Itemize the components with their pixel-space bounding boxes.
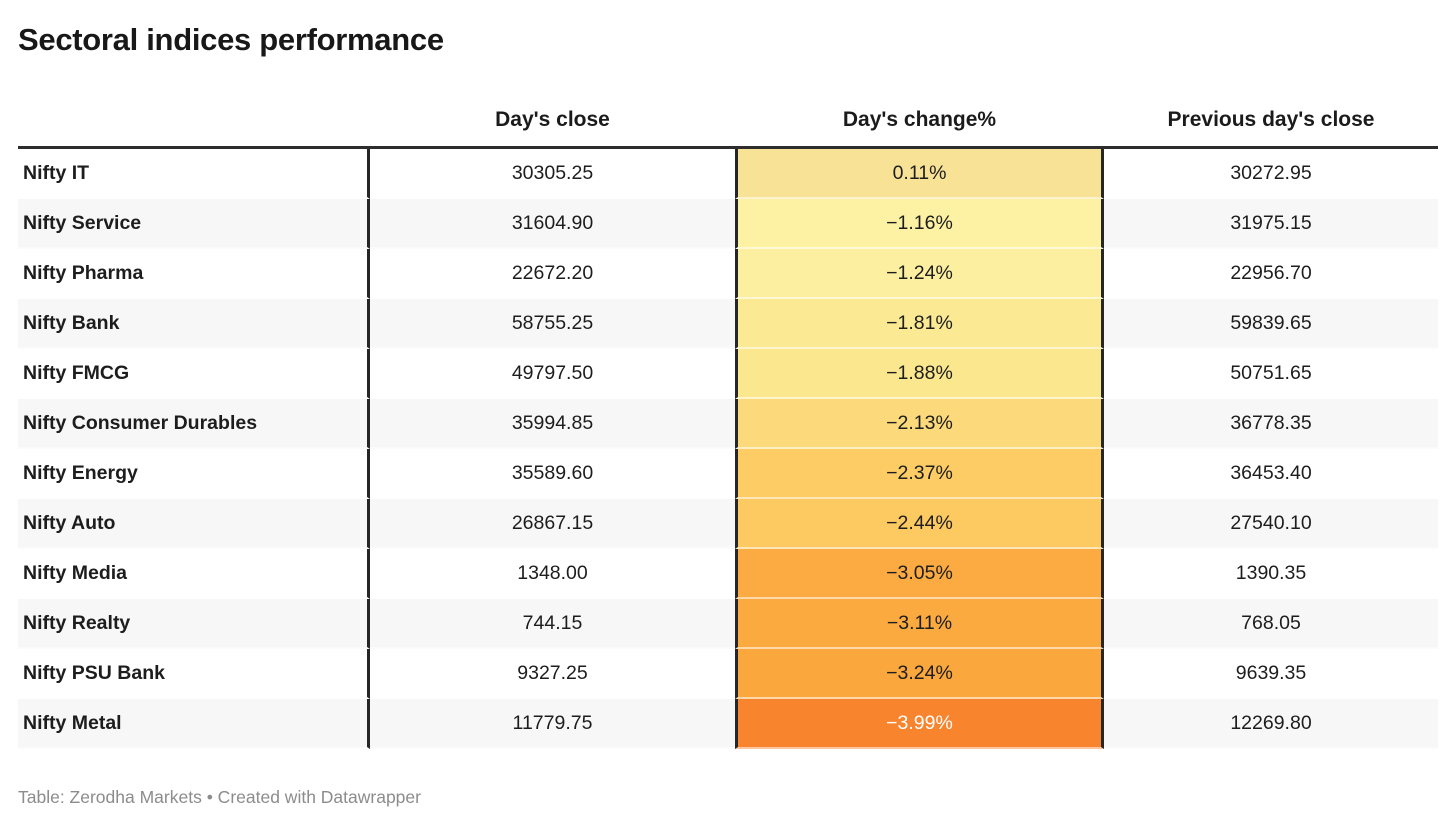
cell-day-change: −2.13% [735,399,1104,449]
column-header-days-change: Day's change% [735,98,1104,149]
table-row: Nifty FMCG 49797.50 −1.88% 50751.65 [18,349,1438,399]
cell-day-close: 49797.50 [370,349,735,399]
row-label: Nifty Metal [18,699,370,749]
cell-prev-close: 1390.35 [1104,549,1438,599]
cell-day-close: 58755.25 [370,299,735,349]
row-label: Nifty FMCG [18,349,370,399]
row-label: Nifty Bank [18,299,370,349]
cell-day-change: −1.88% [735,349,1104,399]
table-row: Nifty Consumer Durables 35994.85 −2.13% … [18,399,1438,449]
cell-day-close: 30305.25 [370,149,735,199]
cell-day-change: −3.11% [735,599,1104,649]
cell-day-change: −2.37% [735,449,1104,499]
cell-day-change: −3.99% [735,699,1104,749]
table-row: Nifty Media 1348.00 −3.05% 1390.35 [18,549,1438,599]
table-row: Nifty Metal 11779.75 −3.99% 12269.80 [18,699,1438,749]
cell-day-change: −1.16% [735,199,1104,249]
cell-day-close: 744.15 [370,599,735,649]
row-label: Nifty IT [18,149,370,199]
table-body: Nifty IT 30305.25 0.11% 30272.95 Nifty S… [18,149,1438,749]
cell-day-close: 35589.60 [370,449,735,499]
table-row: Nifty Realty 744.15 −3.11% 768.05 [18,599,1438,649]
column-header-days-close: Day's close [370,98,735,149]
cell-prev-close: 31975.15 [1104,199,1438,249]
table-row: Nifty PSU Bank 9327.25 −3.24% 9639.35 [18,649,1438,699]
row-label: Nifty Realty [18,599,370,649]
sectoral-indices-table: Day's close Day's change% Previous day's… [18,98,1438,749]
cell-day-close: 35994.85 [370,399,735,449]
row-label: Nifty Auto [18,499,370,549]
row-label: Nifty Media [18,549,370,599]
cell-day-close: 11779.75 [370,699,735,749]
table-row: Nifty Service 31604.90 −1.16% 31975.15 [18,199,1438,249]
cell-day-close: 9327.25 [370,649,735,699]
cell-day-change: −3.24% [735,649,1104,699]
cell-prev-close: 30272.95 [1104,149,1438,199]
row-label: Nifty Energy [18,449,370,499]
cell-day-close: 1348.00 [370,549,735,599]
cell-prev-close: 59839.65 [1104,299,1438,349]
cell-day-change: −1.24% [735,249,1104,299]
cell-day-close: 26867.15 [370,499,735,549]
row-label: Nifty PSU Bank [18,649,370,699]
page-title: Sectoral indices performance [18,22,444,57]
cell-day-change: −2.44% [735,499,1104,549]
cell-prev-close: 50751.65 [1104,349,1438,399]
cell-prev-close: 12269.80 [1104,699,1438,749]
row-label: Nifty Pharma [18,249,370,299]
column-header-previous-close: Previous day's close [1104,98,1438,149]
table-row: Nifty IT 30305.25 0.11% 30272.95 [18,149,1438,199]
footer-credit: Table: Zerodha Markets • Created with Da… [18,787,421,807]
cell-prev-close: 9639.35 [1104,649,1438,699]
cell-prev-close: 36453.40 [1104,449,1438,499]
cell-day-change: −1.81% [735,299,1104,349]
column-header-sector [18,98,370,149]
cell-day-close: 31604.90 [370,199,735,249]
cell-prev-close: 22956.70 [1104,249,1438,299]
table-header: Day's close Day's change% Previous day's… [18,98,1438,149]
cell-day-change: 0.11% [735,149,1104,199]
cell-prev-close: 768.05 [1104,599,1438,649]
table-row: Nifty Bank 58755.25 −1.81% 59839.65 [18,299,1438,349]
cell-day-close: 22672.20 [370,249,735,299]
row-label: Nifty Service [18,199,370,249]
cell-prev-close: 27540.10 [1104,499,1438,549]
table-row: Nifty Auto 26867.15 −2.44% 27540.10 [18,499,1438,549]
cell-day-change: −3.05% [735,549,1104,599]
table-row: Nifty Energy 35589.60 −2.37% 36453.40 [18,449,1438,499]
cell-prev-close: 36778.35 [1104,399,1438,449]
table-row: Nifty Pharma 22672.20 −1.24% 22956.70 [18,249,1438,299]
row-label: Nifty Consumer Durables [18,399,370,449]
